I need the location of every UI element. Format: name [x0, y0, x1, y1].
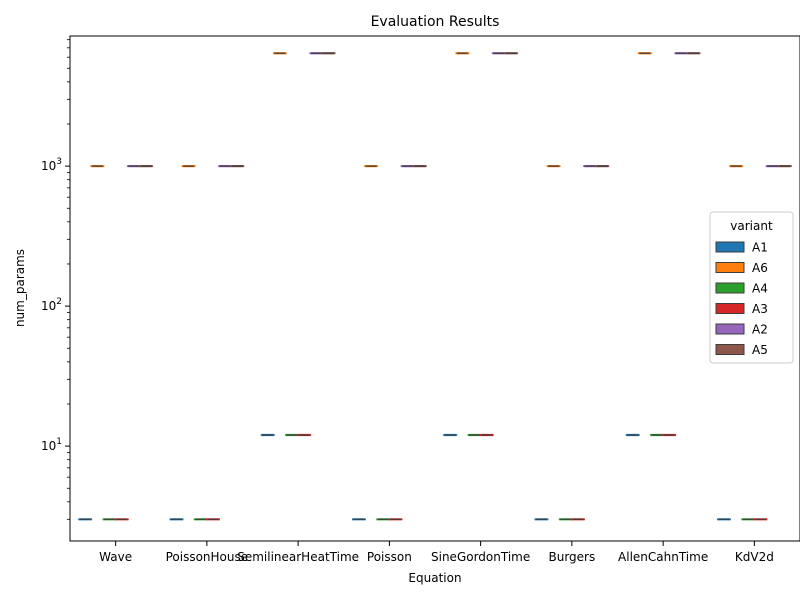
plot-area: 101 102 103 Wave PoissonHouseSemilinearHeatT… [41, 39, 792, 564]
legend-title: variant [730, 219, 773, 233]
x-axis-label: Equation [408, 571, 461, 585]
x-tick-label: Burgers [549, 550, 596, 564]
y-tick-label: 101 [41, 437, 62, 453]
legend-swatch [715, 282, 745, 294]
x-tick-label: SineGordonTime [431, 550, 530, 564]
y-tick-label: 102 [41, 297, 62, 313]
legend-swatch [715, 262, 745, 273]
legend-swatch [715, 303, 745, 314]
x-tick-label: PoissonHouse [166, 550, 249, 564]
x-tick-label: Poisson [367, 550, 412, 564]
legend-swatch [715, 241, 745, 253]
legend: variant A1 A6 A4 A3 A2 A5 [709, 211, 794, 364]
legend-label: A4 [752, 282, 768, 296]
legend-label: A3 [752, 302, 768, 316]
x-tick-label: KdV2d [735, 550, 774, 564]
legend-label: A5 [752, 343, 768, 357]
y-tick-label: 103 [41, 157, 62, 173]
legend-label: A1 [752, 241, 768, 255]
legend-label: A2 [752, 323, 768, 337]
legend-swatch [715, 344, 745, 355]
x-tick-label: AllenCahnTime [618, 550, 708, 564]
x-tick-label: Wave [99, 550, 132, 564]
y-axis-label: num_params [13, 249, 27, 327]
chart-title: Evaluation Results [371, 14, 500, 30]
x-tick-label: SemilinearHeatTime [237, 550, 359, 564]
legend-label: A6 [752, 261, 768, 275]
plot-frame [69, 35, 800, 542]
legend-swatch [715, 323, 745, 335]
